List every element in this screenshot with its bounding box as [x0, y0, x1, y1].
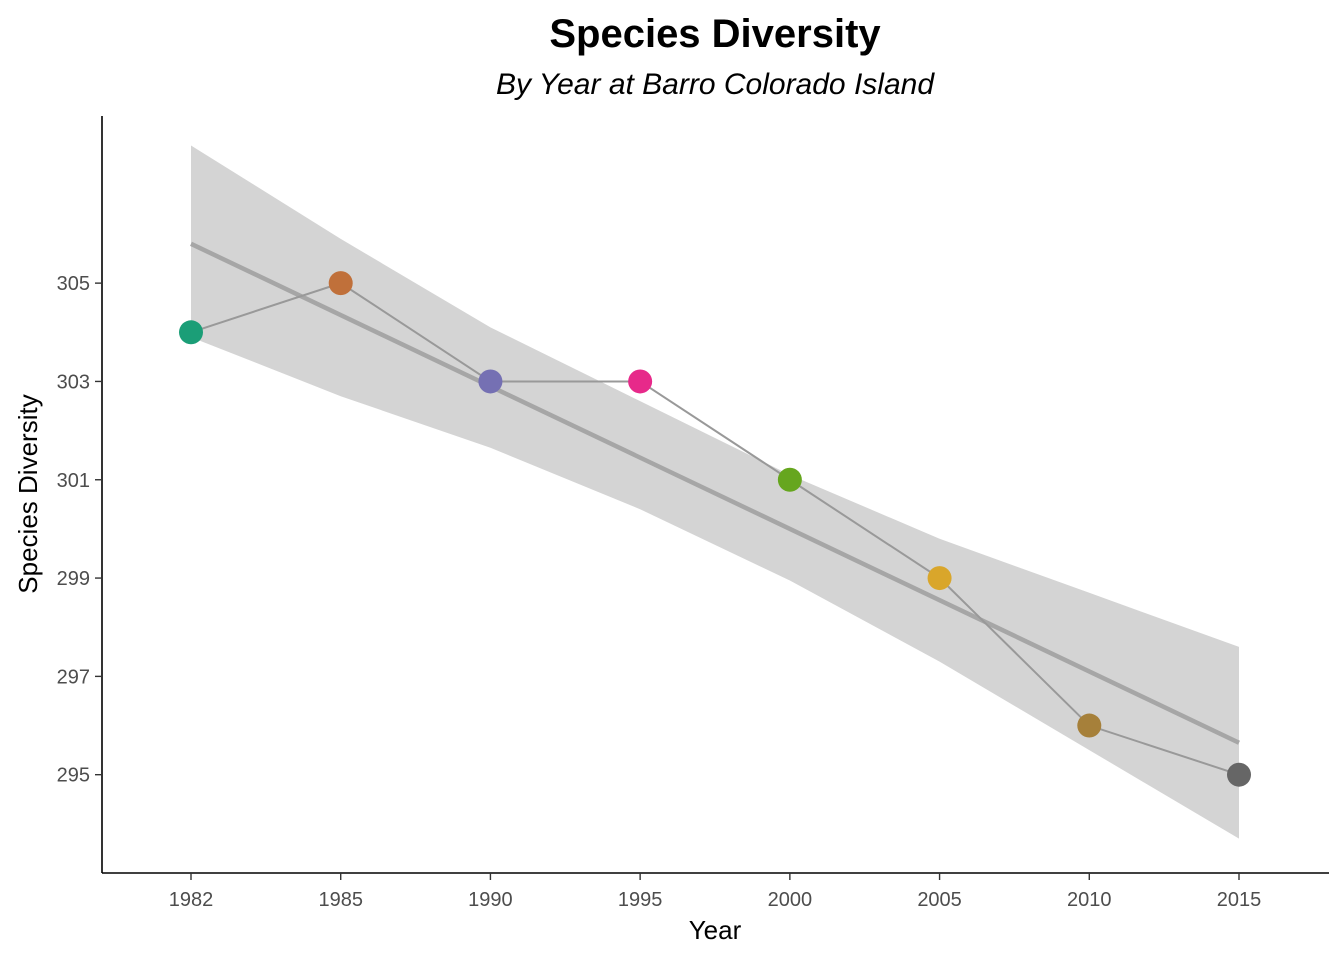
x-tick-label: 1995 — [618, 889, 663, 911]
trend-line — [190, 241, 1240, 745]
data-point-1995 — [628, 369, 653, 394]
x-tick-label: 1982 — [169, 889, 214, 911]
data-point-1990 — [478, 369, 503, 394]
y-tick-label: 295 — [57, 765, 90, 787]
data-point-2015 — [1227, 762, 1251, 787]
x-tick-label: 1990 — [468, 889, 513, 911]
x-tick-label: 2015 — [1217, 889, 1262, 911]
chart-subtitle: By Year at Barro Colorado Island — [496, 68, 935, 101]
data-point-2000 — [777, 467, 802, 492]
data-point-2005 — [927, 566, 952, 591]
data-point-1982 — [179, 320, 203, 345]
x-tick-label: 1985 — [318, 889, 363, 911]
x-tick-label: 2010 — [1067, 889, 1112, 911]
y-axis: 305 303 301 299 297 295 — [57, 273, 102, 787]
y-tick-label: 303 — [57, 371, 90, 393]
y-axis-title: Species Diversity — [13, 394, 43, 593]
x-tick-label: 2000 — [768, 889, 813, 911]
plot-area — [179, 145, 1251, 839]
y-tick-label: 299 — [57, 568, 90, 590]
x-axis-title: Year — [689, 915, 742, 945]
x-axis: 1982 1985 1990 1995 2000 2005 2010 2015 — [169, 873, 1262, 911]
y-tick-label: 301 — [57, 470, 90, 492]
data-point-1985 — [328, 271, 353, 296]
y-tick-label: 297 — [57, 666, 90, 688]
y-tick-label: 305 — [57, 273, 90, 295]
data-point-2010 — [1077, 713, 1102, 738]
series-line — [190, 282, 1240, 776]
x-tick-label: 2005 — [917, 889, 962, 911]
chart-title: Species Diversity — [549, 12, 881, 56]
